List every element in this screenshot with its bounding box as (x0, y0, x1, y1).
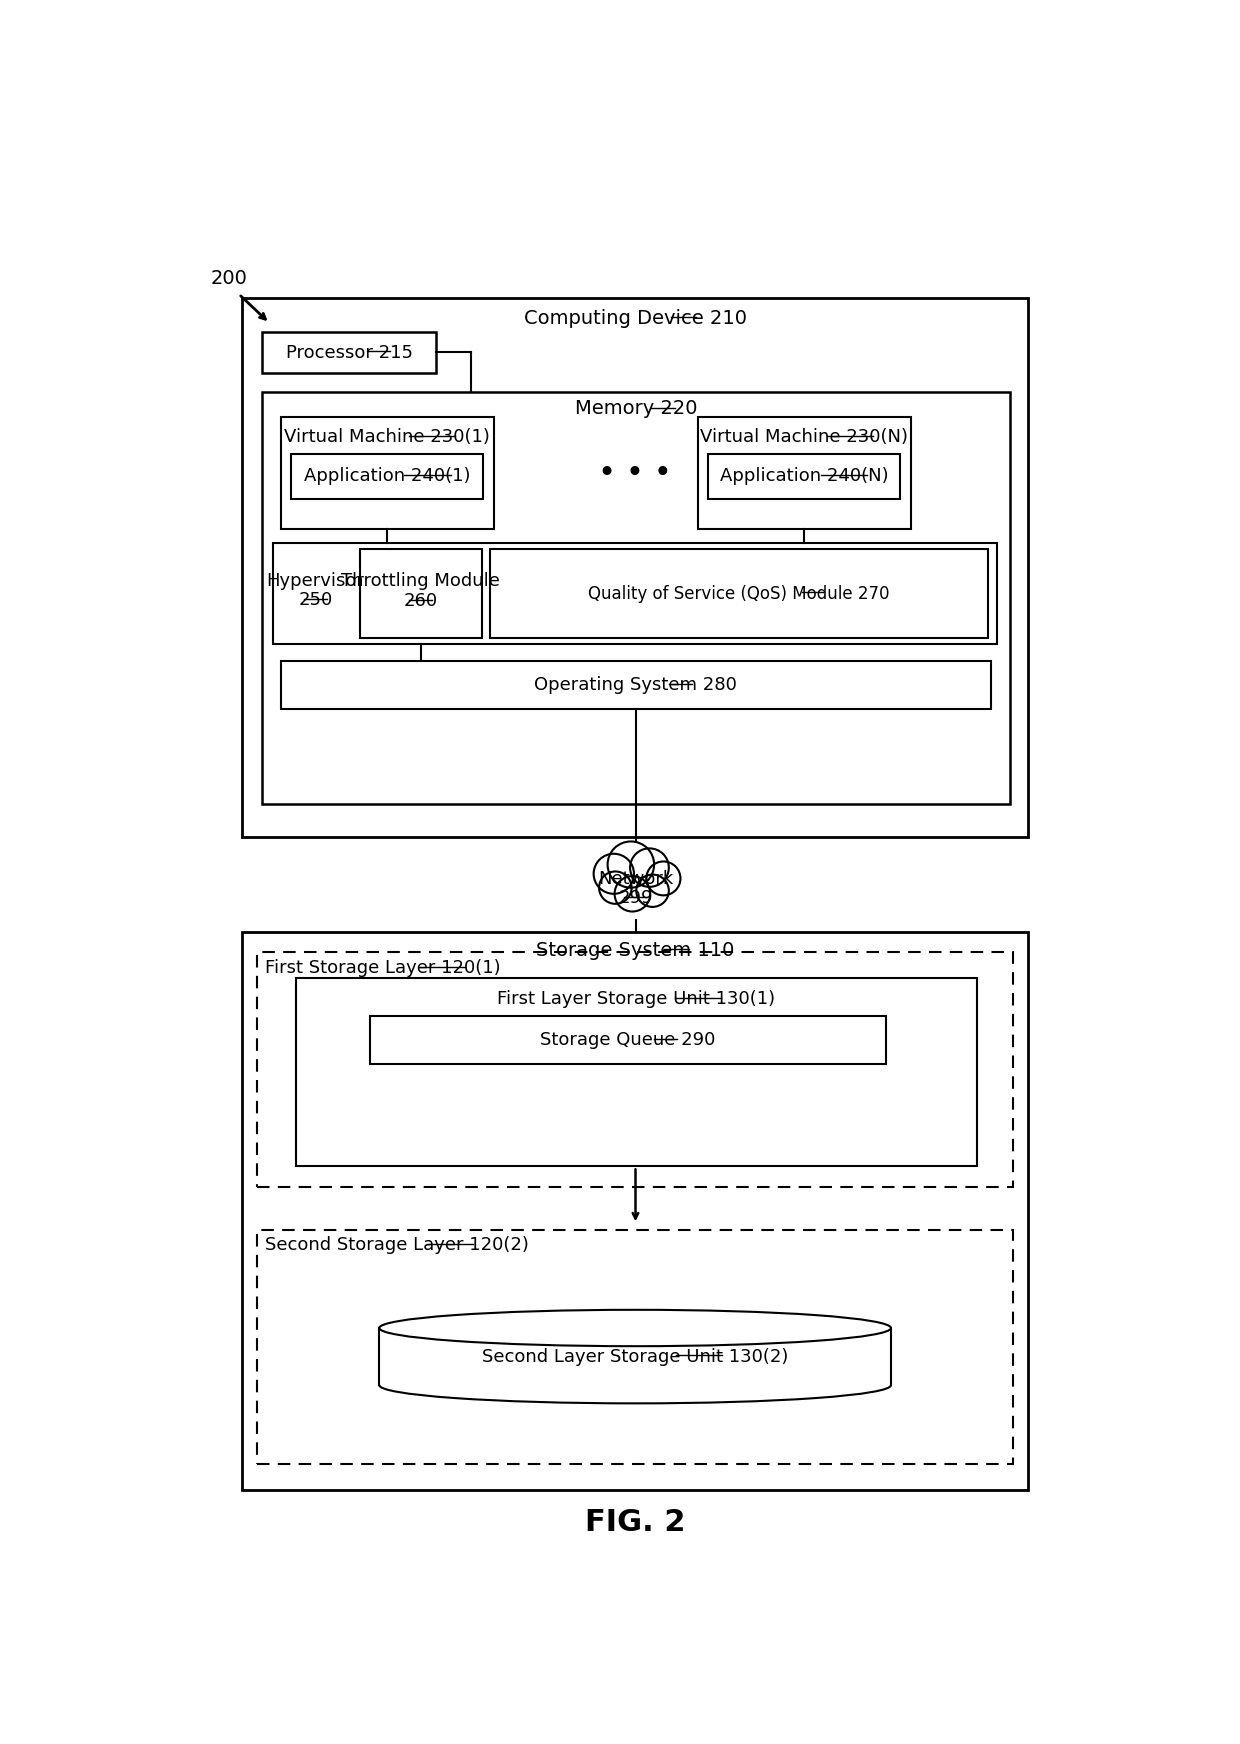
Bar (273, 542, 997, 644)
Text: Quality of Service (QoS) Module 270: Quality of Service (QoS) Module 270 (588, 584, 890, 602)
Text: Application 240(1): Application 240(1) (304, 467, 470, 485)
Bar (291, 453, 482, 499)
Ellipse shape (379, 1310, 890, 1346)
Text: 250: 250 (299, 591, 332, 609)
Circle shape (646, 862, 681, 895)
Bar (360, 549, 482, 638)
Bar (258, 952, 1013, 1188)
Bar (697, 417, 910, 528)
Bar (280, 661, 991, 710)
Text: Memory 220: Memory 220 (574, 399, 697, 419)
Circle shape (594, 855, 634, 895)
Text: FIG. 2: FIG. 2 (585, 1507, 686, 1536)
Text: 299: 299 (619, 889, 652, 907)
Bar (708, 453, 900, 499)
Bar (262, 333, 436, 373)
Text: Second Storage Layer 120(2): Second Storage Layer 120(2) (265, 1236, 529, 1254)
Text: Application 240(N): Application 240(N) (719, 467, 888, 485)
Circle shape (615, 875, 650, 912)
Bar (242, 298, 1028, 837)
Text: Virtual Machine 230(1): Virtual Machine 230(1) (284, 429, 490, 446)
Circle shape (608, 841, 655, 888)
Text: First Storage Layer 120(1): First Storage Layer 120(1) (265, 959, 501, 977)
Circle shape (630, 848, 668, 888)
Text: Computing Device 210: Computing Device 210 (523, 309, 746, 328)
Text: Storage Queue 290: Storage Queue 290 (541, 1031, 715, 1050)
Bar (280, 417, 494, 528)
Bar (371, 1017, 885, 1064)
Text: 260: 260 (404, 593, 438, 610)
Text: Hypervisor: Hypervisor (267, 572, 365, 589)
Text: Storage System 110: Storage System 110 (536, 940, 734, 959)
Text: Virtual Machine 230(N): Virtual Machine 230(N) (701, 429, 908, 446)
Circle shape (636, 874, 668, 907)
Text: Operating System 280: Operating System 280 (534, 677, 738, 694)
Bar (258, 1230, 1013, 1465)
Bar (379, 1327, 890, 1385)
Bar (262, 392, 1009, 804)
Bar (242, 931, 1028, 1489)
Circle shape (599, 872, 631, 903)
Text: • • •: • • • (598, 459, 672, 488)
Text: 200: 200 (211, 269, 248, 288)
Text: First Layer Storage Unit 130(1): First Layer Storage Unit 130(1) (497, 991, 775, 1008)
Text: Network: Network (598, 870, 673, 888)
Ellipse shape (379, 1367, 890, 1404)
Bar (490, 549, 988, 638)
Text: Second Layer Storage Unit 130(2): Second Layer Storage Unit 130(2) (482, 1348, 789, 1366)
Text: Throttling Module: Throttling Module (341, 572, 500, 589)
Text: Processor 215: Processor 215 (285, 344, 413, 361)
Bar (296, 978, 977, 1167)
